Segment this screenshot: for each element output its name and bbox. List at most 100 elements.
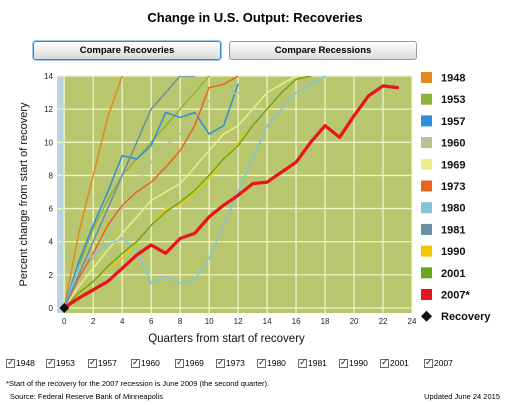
checkbox-label: 1957	[98, 358, 117, 368]
checkbox-icon[interactable]	[131, 357, 140, 368]
recovery-start-band	[57, 76, 65, 313]
series-toggle-1948[interactable]: 1948	[6, 357, 35, 368]
legend-label: 1973	[441, 181, 465, 193]
series-line-1973	[63, 76, 239, 309]
y-tick-label: 14	[44, 72, 53, 81]
y-axis-label: Percent change from start of recovery	[18, 102, 30, 287]
checkbox-icon[interactable]	[88, 357, 97, 368]
checkbox-label: 1948	[16, 358, 35, 368]
series-toggle-1957[interactable]: 1957	[88, 357, 117, 368]
x-tick-label: 12	[234, 317, 243, 326]
x-tick-label: 8	[178, 317, 183, 326]
grid-lines	[57, 75, 413, 313]
checkbox-label: 1990	[349, 358, 368, 368]
legend-swatch-1960	[421, 137, 432, 149]
legend-swatch-1969	[421, 158, 432, 170]
checkbox-icon[interactable]	[216, 357, 225, 368]
series-toggle-2007[interactable]: 2007	[424, 357, 453, 368]
x-tick-label: 2	[91, 317, 96, 326]
legend-swatch-2007	[421, 289, 432, 300]
legend-swatch-1980	[421, 202, 432, 214]
compare-recoveries-button[interactable]: Compare Recoveries	[33, 41, 221, 60]
series-lines	[62, 76, 400, 310]
checkbox-icon[interactable]	[46, 357, 55, 368]
series-toggle-1953[interactable]: 1953	[46, 357, 75, 368]
legend-swatch-1981	[421, 223, 432, 235]
checkbox-label: 1969	[185, 358, 204, 368]
y-tick-label: 10	[44, 138, 53, 147]
legend-label: 2007*	[441, 290, 470, 302]
legend-label: Recovery	[441, 311, 491, 323]
checkbox-label: 1960	[141, 358, 160, 368]
legend-label: 1948	[441, 73, 465, 85]
series-line-1980	[63, 76, 326, 309]
legend-label: 1957	[441, 116, 465, 128]
series-toggle-1990[interactable]: 1990	[339, 357, 368, 368]
series-toggle-1969[interactable]: 1969	[175, 357, 204, 368]
series-line-1948	[63, 76, 123, 309]
checkbox-label: 2001	[390, 358, 409, 368]
checkbox-icon[interactable]	[380, 357, 389, 368]
series-line-1969	[63, 76, 312, 309]
series-toggle-2001[interactable]: 2001	[380, 357, 409, 368]
legend-label: 1990	[441, 246, 465, 258]
checkbox-icon[interactable]	[298, 357, 307, 368]
legend-swatch-1948	[421, 72, 432, 83]
legend-label: 1960	[441, 138, 465, 150]
y-tick-label: 6	[49, 205, 54, 214]
legend-recovery-icon	[421, 310, 432, 322]
checkbox-icon[interactable]	[424, 357, 433, 368]
x-tick-label: 0	[62, 317, 67, 326]
compare-recessions-button[interactable]: Compare Recessions	[229, 41, 417, 60]
x-tick-label: 22	[379, 317, 388, 326]
y-tick-label: 12	[44, 105, 53, 114]
source-note: Source: Federal Reserve Bank of Minneapo…	[10, 392, 163, 401]
legend-label: 1980	[441, 203, 465, 215]
x-axis-label: Quarters from start of recovery	[148, 333, 305, 345]
y-tick-label: 8	[49, 171, 54, 180]
x-tick-label: 24	[408, 317, 417, 326]
x-tick-label: 16	[292, 317, 301, 326]
recovery-marker	[59, 303, 70, 314]
x-tick-label: 14	[263, 317, 272, 326]
legend: 1948 1953 1957 1960 1969 1973 1980 1981 1990 2001…	[421, 72, 491, 323]
legend-swatch-1957	[421, 115, 432, 127]
legend-swatch-1990	[421, 245, 432, 257]
checkbox-label: 1973	[226, 358, 245, 368]
legend-swatch-1953	[421, 93, 432, 105]
x-tick-label: 20	[350, 317, 359, 326]
series-line-2007	[62, 84, 400, 310]
y-tick-label: 2	[49, 271, 54, 280]
checkbox-icon[interactable]	[175, 357, 184, 368]
chart-title: Change in U.S. Output: Recoveries	[147, 10, 363, 25]
series-line-1981	[63, 76, 196, 309]
series-toggle-1973[interactable]: 1973	[216, 357, 245, 368]
legend-swatch-1973	[421, 180, 432, 192]
legend-swatch-2001	[421, 267, 432, 279]
recoveries-chart: 0 2 4 6 8 10 12 14 16 18 20 22 2402468101214Quarters…	[18, 72, 491, 345]
checkbox-icon[interactable]	[257, 357, 266, 368]
checkbox-icon[interactable]	[6, 357, 15, 368]
checkbox-label: 1953	[56, 358, 75, 368]
y-tick-label: 4	[49, 238, 54, 247]
checkbox-label: 1981	[308, 358, 327, 368]
y-tick-label: 0	[49, 304, 54, 313]
checkbox-label: 1980	[267, 358, 286, 368]
updated-date: Updated June 24 2015	[424, 392, 500, 401]
x-tick-label: 6	[149, 317, 154, 326]
series-line-2001	[63, 76, 312, 309]
x-tick-label: 4	[120, 317, 125, 326]
series-checkbox-row: 1948 1953 1957 1960 1969 1973 1980 1981 1990 2001…	[6, 357, 506, 372]
x-tick-label: 10	[205, 317, 214, 326]
legend-label: 1981	[441, 224, 465, 236]
series-toggle-1960[interactable]: 1960	[131, 357, 160, 368]
x-tick-label: 18	[321, 317, 330, 326]
legend-label: 1969	[441, 159, 465, 171]
legend-label: 2001	[441, 268, 465, 280]
checkbox-label: 2007	[434, 358, 453, 368]
series-toggle-1980[interactable]: 1980	[257, 357, 286, 368]
series-toggle-1981[interactable]: 1981	[298, 357, 327, 368]
legend-label: 1953	[441, 94, 465, 106]
checkbox-icon[interactable]	[339, 357, 348, 368]
series-line-1957	[63, 83, 239, 309]
